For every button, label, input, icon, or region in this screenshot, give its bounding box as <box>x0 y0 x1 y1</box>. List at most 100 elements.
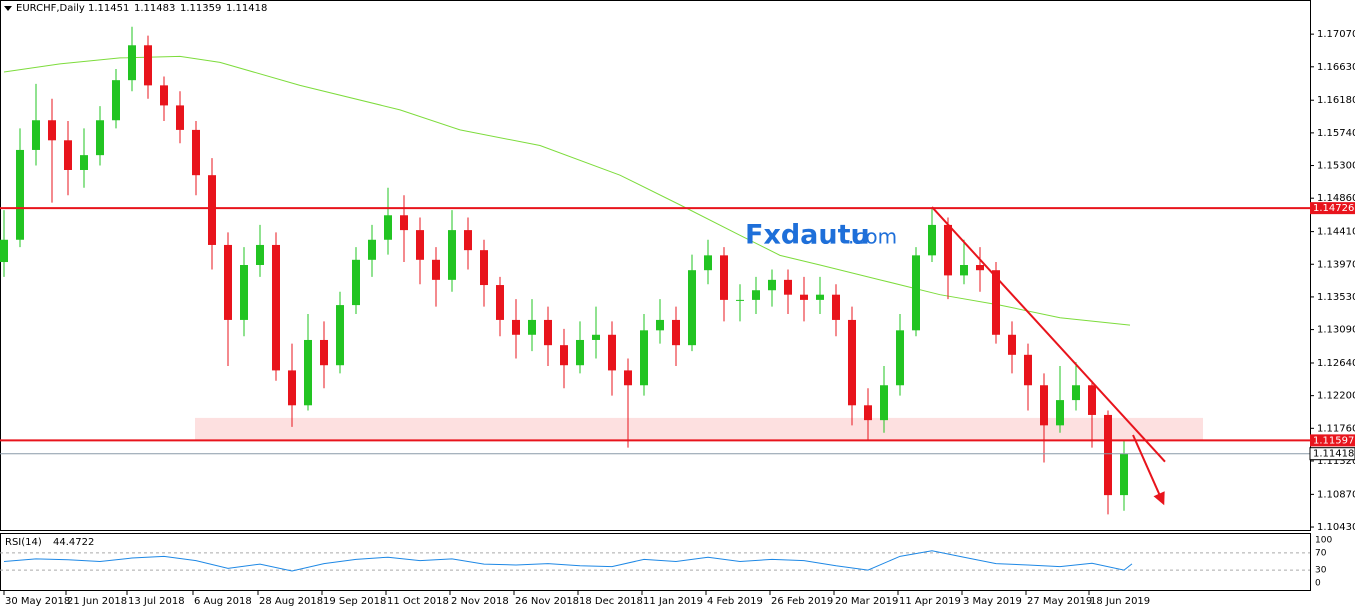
y-tick-label: 1.17070 <box>1317 29 1355 40</box>
candle-body <box>1072 385 1080 401</box>
candle-body <box>672 319 680 346</box>
x-tick-label: 26 Nov 2018 <box>515 596 579 607</box>
trendline <box>931 206 1166 463</box>
x-tick-label: 6 Aug 2018 <box>194 596 252 607</box>
support-zone <box>195 417 1203 441</box>
candle-body <box>80 155 88 170</box>
x-tick-label: 4 Feb 2019 <box>707 596 763 607</box>
candle-body <box>208 175 216 245</box>
candle-body <box>1104 414 1112 496</box>
candle-body <box>944 224 952 276</box>
candle-body <box>192 129 200 176</box>
candle-body <box>448 230 456 280</box>
candle-body <box>480 250 488 286</box>
y-tick-label: 1.13530 <box>1317 292 1355 303</box>
price-label: 1.11418 <box>1313 449 1354 460</box>
candle-body <box>912 255 920 331</box>
rsi-tick-label: 0 <box>1315 579 1321 589</box>
y-tick-label: 1.14410 <box>1317 227 1355 238</box>
x-tick-label: 11 Oct 2018 <box>387 596 449 607</box>
price-label: 1.11597 <box>1313 435 1354 446</box>
main-panel <box>0 0 1311 531</box>
candle-body <box>144 45 152 86</box>
candle-body <box>304 339 312 406</box>
candle-body <box>384 215 392 240</box>
header-value: 1.11359 <box>180 3 221 14</box>
x-tick-label: 27 May 2019 <box>1027 596 1092 607</box>
candle-body <box>800 294 808 300</box>
x-tick-label: 30 May 2018 <box>5 596 70 607</box>
x-tick-label: 28 Aug 2018 <box>259 596 323 607</box>
candle-body <box>816 294 824 300</box>
candle-body <box>160 85 168 106</box>
y-tick-label: 1.16630 <box>1317 62 1355 73</box>
candle-body <box>1024 354 1032 386</box>
candle-body <box>96 120 104 156</box>
y-tick-label: 1.11760 <box>1317 423 1355 434</box>
candle-body <box>64 140 72 170</box>
y-tick-label: 1.12640 <box>1317 358 1355 369</box>
arrow-head <box>1153 491 1165 506</box>
candle-body <box>16 149 24 240</box>
candle-body <box>1056 400 1064 426</box>
x-tick-label: 3 May 2019 <box>963 596 1022 607</box>
rsi-line <box>3 550 1133 572</box>
candle-body <box>352 259 360 306</box>
candle-body <box>880 385 888 421</box>
candle-body <box>976 265 984 271</box>
rsi-panel <box>0 533 1311 591</box>
x-tick-label: 11 Apr 2019 <box>899 596 961 607</box>
arrow <box>1132 434 1164 503</box>
candle-body <box>400 215 408 231</box>
header-value: 1.11418 <box>226 3 267 14</box>
candle-body <box>576 339 584 366</box>
candle-body <box>928 224 936 256</box>
price-label: 1.14726 <box>1313 203 1354 214</box>
candle-body <box>1120 453 1128 496</box>
candle-body <box>656 319 664 331</box>
menu-arrow <box>4 6 12 11</box>
y-tick-label: 1.11320 <box>1317 456 1355 467</box>
candle-body <box>896 330 904 386</box>
candle-body <box>48 120 56 141</box>
candle-body <box>32 120 40 150</box>
x-tick-label: 18 Dec 2018 <box>579 596 643 607</box>
header-value: 1.11483 <box>134 3 175 14</box>
y-tick-label: 1.10870 <box>1317 489 1355 500</box>
rsi-tick-label: 100 <box>1315 536 1332 546</box>
price-box <box>1310 434 1355 447</box>
candle-body <box>1008 334 1016 355</box>
candle-body <box>288 370 296 406</box>
candle-body <box>864 405 872 421</box>
candle-body <box>624 370 632 386</box>
candle-body <box>224 244 232 320</box>
price-box <box>1310 202 1355 215</box>
candle-body <box>0 239 8 263</box>
y-tick-label: 1.14860 <box>1317 193 1355 204</box>
x-tick-label: 13 Jul 2018 <box>128 596 185 607</box>
y-tick-label: 1.15740 <box>1317 128 1355 139</box>
y-tick-label: 1.10430 <box>1317 522 1355 533</box>
watermark: .com <box>848 225 897 249</box>
candle-body <box>432 259 440 280</box>
candle-body <box>416 230 424 260</box>
candle-body <box>512 319 520 335</box>
x-tick-label: 18 Jun 2019 <box>1090 596 1150 607</box>
rsi-tick-label: 70 <box>1315 548 1327 558</box>
candle-body <box>496 285 504 320</box>
candle-body <box>272 244 280 371</box>
candle-body <box>560 345 568 366</box>
x-tick-label: 2 Nov 2018 <box>451 596 509 607</box>
x-tick-label: 26 Feb 2019 <box>771 596 833 607</box>
candle-body <box>544 319 552 346</box>
candle-body <box>464 230 472 251</box>
rsi-label: RSI(14) <box>5 537 42 548</box>
x-tick-label: 20 Mar 2019 <box>835 596 898 607</box>
moving-average <box>3 55 1131 326</box>
candle-body <box>848 319 856 406</box>
symbol: EURCHF,Daily <box>16 3 85 14</box>
candle-body <box>176 105 184 130</box>
y-tick-label: 1.16180 <box>1317 95 1355 106</box>
candle-body <box>1088 385 1096 415</box>
candle-body <box>720 255 728 300</box>
